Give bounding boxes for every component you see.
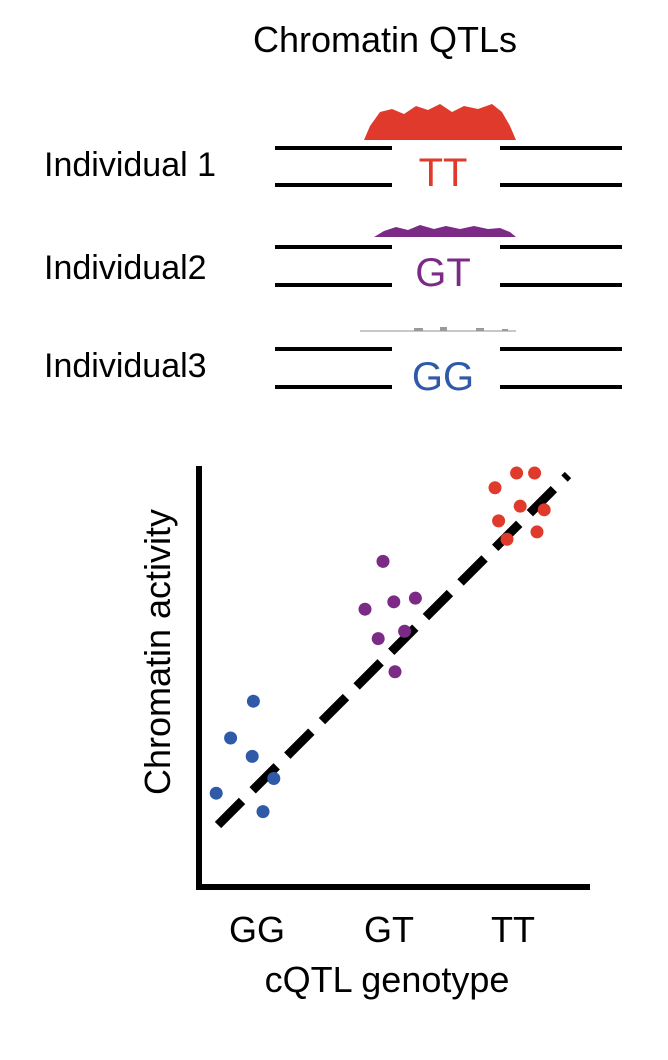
data-point-gt: [376, 554, 390, 568]
chromosome-lines: [275, 347, 622, 389]
data-point-gt: [371, 632, 385, 646]
signal-trace: [360, 327, 516, 332]
y-axis-label: Chromatin activity: [137, 509, 178, 795]
genotype-label: GT: [415, 251, 471, 295]
data-point-tt: [537, 503, 551, 517]
scatter-plot: GG GT TT cQTL genotype Chromatin activity: [137, 466, 590, 1000]
data-point-tt: [510, 466, 524, 480]
x-tick-label-gg: GG: [229, 909, 285, 950]
data-point-tt: [488, 481, 502, 495]
track-label: Individual3: [44, 347, 207, 385]
track-individual-1: Individual 1 TT: [44, 104, 622, 195]
data-point-tt: [513, 499, 527, 513]
genotype-label: GG: [412, 355, 474, 399]
data-point-tt: [528, 466, 542, 480]
data-point-gt: [387, 595, 401, 609]
data-point-gg: [246, 694, 260, 708]
genotype-label: TT: [419, 151, 468, 195]
chromosome-lines: [275, 245, 622, 287]
data-point-gt: [408, 591, 422, 605]
data-point-tt: [530, 525, 544, 539]
data-point-gg: [209, 786, 223, 800]
data-point-gt: [398, 624, 412, 638]
data-point-gt: [358, 602, 372, 616]
signal-peak: [364, 104, 516, 140]
data-point-gg: [256, 805, 270, 819]
data-point-tt: [500, 532, 514, 546]
x-tick-label-gt: GT: [364, 909, 414, 950]
data-point-gg: [267, 771, 281, 785]
figure-title: Chromatin QTLs: [253, 19, 517, 60]
signal-peak: [374, 225, 516, 237]
track-individual-3: Individual3 GG: [44, 327, 622, 399]
x-tick-label-tt: TT: [491, 909, 535, 950]
data-point-gg: [224, 731, 238, 745]
x-tick-labels: GG GT TT: [229, 909, 535, 950]
data-point-gt: [388, 665, 402, 679]
track-label: Individual2: [44, 249, 207, 287]
chromosome-lines: [275, 146, 622, 187]
track-label: Individual 1: [44, 146, 216, 184]
data-points: [209, 466, 551, 819]
track-individual-2: Individual2 GT: [44, 225, 622, 295]
data-point-tt: [492, 514, 506, 528]
x-axis-label: cQTL genotype: [265, 959, 510, 1000]
trend-line: [214, 471, 572, 829]
data-point-gg: [245, 749, 259, 763]
